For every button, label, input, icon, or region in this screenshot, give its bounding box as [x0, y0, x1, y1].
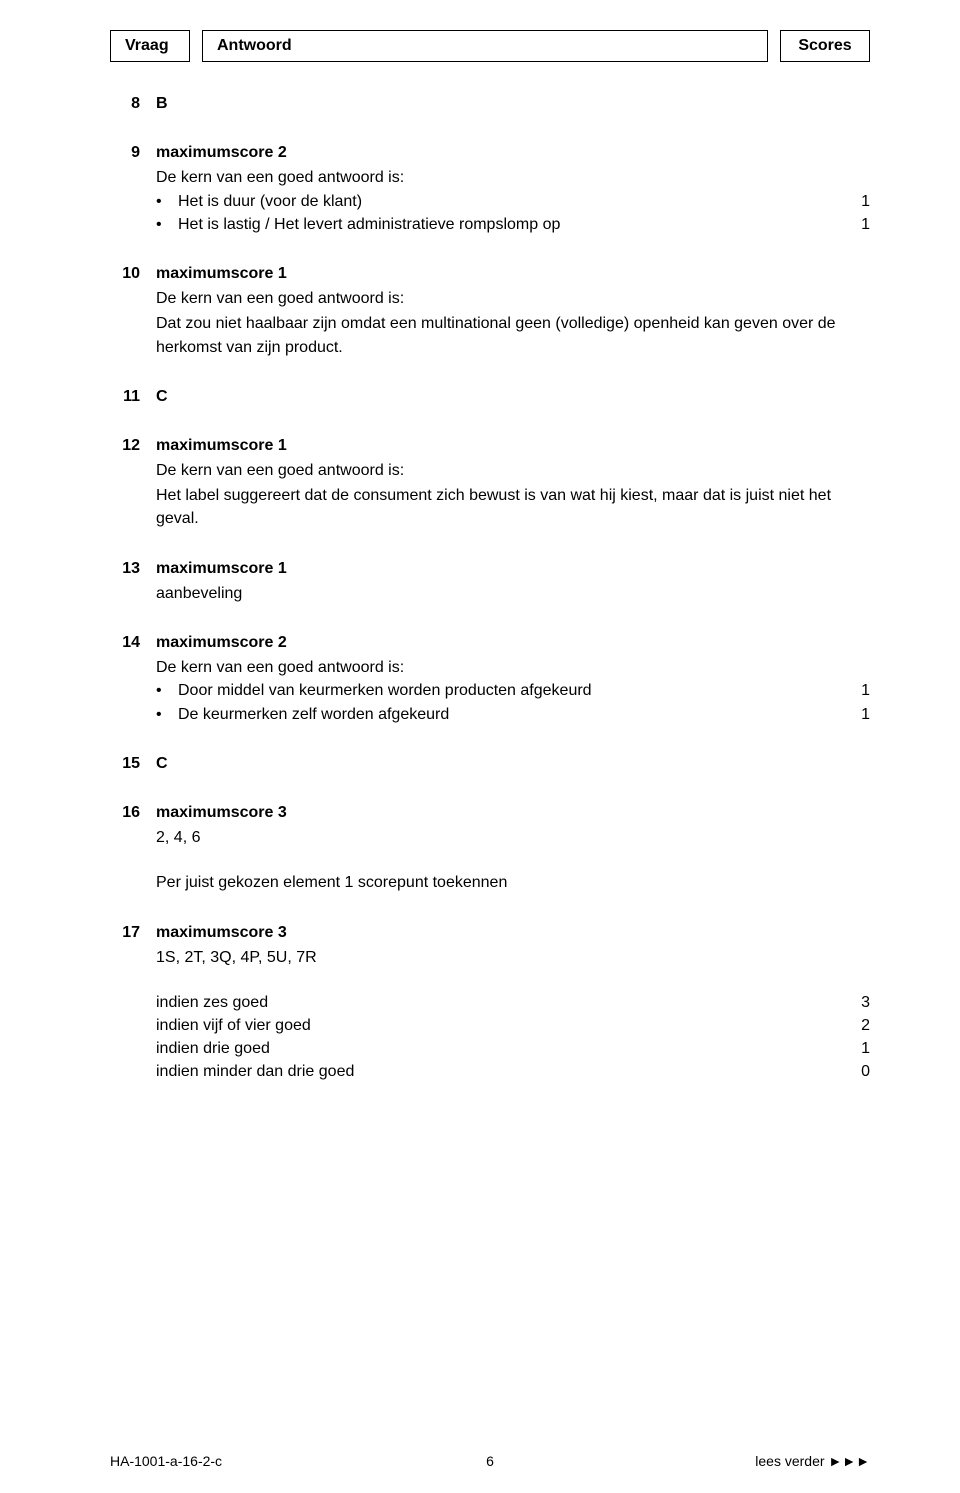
footer-page-number: 6 [486, 1453, 494, 1469]
question-9: 9 maximumscore 2 De kern van een goed an… [110, 141, 870, 236]
q17-row-1: indien zes goed 3 [156, 991, 870, 1014]
q13-num: 13 [110, 557, 156, 605]
q17-r1-score: 3 [844, 991, 870, 1014]
q17-r4-score: 0 [844, 1060, 870, 1083]
bullet-icon: • [156, 190, 178, 213]
bullet-icon: • [156, 213, 178, 236]
q17-row-2: indien vijf of vier goed 2 [156, 1014, 870, 1037]
question-11: 11 C [110, 385, 870, 408]
q17-body: maximumscore 3 1S, 2T, 3Q, 4P, 5U, 7R in… [156, 921, 870, 1084]
q14-intro: De kern van een goed antwoord is: [156, 656, 870, 679]
q9-b2-score: 1 [844, 213, 870, 236]
question-13: 13 maximumscore 1 aanbeveling [110, 557, 870, 605]
header-scores: Scores [780, 30, 870, 62]
q17-r1-text: indien zes goed [156, 991, 844, 1014]
q15-num: 15 [110, 752, 156, 775]
q12-intro: De kern van een goed antwoord is: [156, 459, 870, 482]
q17-r4-text: indien minder dan drie goed [156, 1060, 844, 1083]
q10-text: Dat zou niet haalbaar zijn omdat een mul… [156, 312, 870, 358]
q14-bullet-2: • De keurmerken zelf worden afgekeurd 1 [156, 703, 870, 726]
question-16: 16 maximumscore 3 2, 4, 6 Per juist geko… [110, 801, 870, 895]
q8-num: 8 [110, 92, 156, 115]
footer-right: lees verder ►►► [755, 1453, 870, 1469]
q16-note: Per juist gekozen element 1 scorepunt to… [156, 871, 870, 894]
q14-b1-score: 1 [844, 679, 870, 702]
q14-num: 14 [110, 631, 156, 726]
q16-num: 16 [110, 801, 156, 895]
q9-b1-score: 1 [844, 190, 870, 213]
header-vraag: Vraag [110, 30, 190, 62]
q11-num: 11 [110, 385, 156, 408]
q17-title: maximumscore 3 [156, 921, 870, 944]
q13-body: maximumscore 1 aanbeveling [156, 557, 870, 605]
q14-b1-text: Door middel van keurmerken worden produc… [178, 679, 844, 702]
question-10: 10 maximumscore 1 De kern van een goed a… [110, 262, 870, 359]
bullet-icon: • [156, 703, 178, 726]
question-17: 17 maximumscore 3 1S, 2T, 3Q, 4P, 5U, 7R… [110, 921, 870, 1084]
q17-r2-score: 2 [844, 1014, 870, 1037]
q16-body: maximumscore 3 2, 4, 6 Per juist gekozen… [156, 801, 870, 895]
q9-b2-text: Het is lastig / Het levert administratie… [178, 213, 844, 236]
q17-row-3: indien drie goed 1 [156, 1037, 870, 1060]
q15-answer: C [156, 752, 870, 775]
q14-bullet-1: • Door middel van keurmerken worden prod… [156, 679, 870, 702]
q10-body: maximumscore 1 De kern van een goed antw… [156, 262, 870, 359]
q13-title: maximumscore 1 [156, 557, 870, 580]
q9-bullet-2: • Het is lastig / Het levert administrat… [156, 213, 870, 236]
q16-text: 2, 4, 6 [156, 826, 870, 849]
footer: HA-1001-a-16-2-c 6 lees verder ►►► [110, 1453, 870, 1469]
q14-b2-text: De keurmerken zelf worden afgekeurd [178, 703, 844, 726]
q11-answer: C [156, 385, 870, 408]
q9-num: 9 [110, 141, 156, 236]
q12-num: 12 [110, 434, 156, 531]
header-antwoord: Antwoord [202, 30, 768, 62]
question-12: 12 maximumscore 1 De kern van een goed a… [110, 434, 870, 531]
q14-title: maximumscore 2 [156, 631, 870, 654]
bullet-icon: • [156, 679, 178, 702]
q17-r3-text: indien drie goed [156, 1037, 844, 1060]
q17-num: 17 [110, 921, 156, 1084]
q12-body: maximumscore 1 De kern van een goed antw… [156, 434, 870, 531]
q10-title: maximumscore 1 [156, 262, 870, 285]
q9-b1-text: Het is duur (voor de klant) [178, 190, 844, 213]
q14-b2-score: 1 [844, 703, 870, 726]
q16-title: maximumscore 3 [156, 801, 870, 824]
q12-title: maximumscore 1 [156, 434, 870, 457]
q17-row-4: indien minder dan drie goed 0 [156, 1060, 870, 1083]
q17-text: 1S, 2T, 3Q, 4P, 5U, 7R [156, 946, 870, 969]
q17-r3-score: 1 [844, 1037, 870, 1060]
page: Vraag Antwoord Scores 8 B 9 maximumscore… [0, 0, 960, 1493]
q14-body: maximumscore 2 De kern van een goed antw… [156, 631, 870, 726]
q8-answer: B [156, 92, 870, 115]
question-14: 14 maximumscore 2 De kern van een goed a… [110, 631, 870, 726]
footer-left: HA-1001-a-16-2-c [110, 1453, 222, 1469]
q10-intro: De kern van een goed antwoord is: [156, 287, 870, 310]
q12-text: Het label suggereert dat de consument zi… [156, 484, 870, 530]
q13-text: aanbeveling [156, 582, 870, 605]
question-8: 8 B [110, 92, 870, 115]
q10-num: 10 [110, 262, 156, 359]
q9-body: maximumscore 2 De kern van een goed antw… [156, 141, 870, 236]
q9-title: maximumscore 2 [156, 141, 870, 164]
q17-r2-text: indien vijf of vier goed [156, 1014, 844, 1037]
q9-bullet-1: • Het is duur (voor de klant) 1 [156, 190, 870, 213]
header-row: Vraag Antwoord Scores [110, 30, 870, 62]
question-15: 15 C [110, 752, 870, 775]
q9-intro: De kern van een goed antwoord is: [156, 166, 870, 189]
